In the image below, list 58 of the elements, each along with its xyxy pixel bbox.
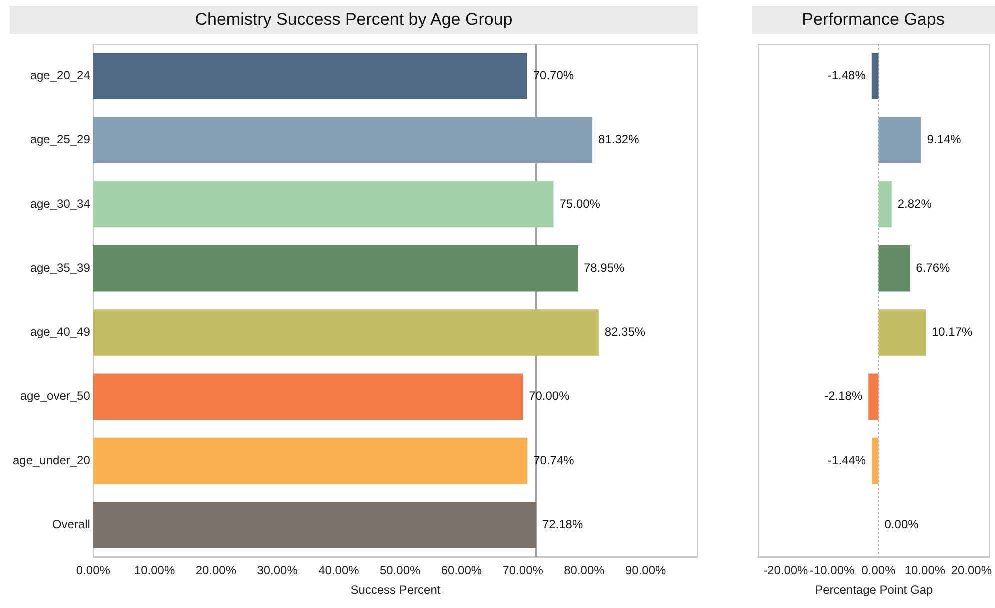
x-tick-label: -20.00% (764, 564, 809, 578)
data-label: 78.95% (584, 260, 626, 275)
data-label: -1.48% (828, 68, 866, 83)
bar (878, 181, 892, 228)
x-tick-label: 0.00% (76, 564, 111, 578)
y-tick-label: age_under_20 (12, 453, 91, 468)
x-tick-label: 10.00% (904, 564, 946, 578)
data-label: 70.00% (529, 389, 570, 404)
x-tick-label: 80.00% (564, 564, 606, 578)
y-tick-label: age_40_49 (30, 325, 91, 340)
bar (868, 374, 879, 420)
x-tick-label: 10.00% (134, 564, 176, 578)
data-label: 82.35% (604, 325, 646, 340)
data-label: -1.44% (828, 453, 866, 468)
chart-title: Chemistry Success Percent by Age Group (10, 6, 698, 34)
data-label: 75.00% (560, 196, 601, 211)
x-tick-label: 20.00% (196, 564, 237, 578)
y-tick-label: age_35_39 (30, 260, 91, 275)
x-tick-label: 70.00% (502, 564, 544, 578)
data-label: 70.74% (534, 453, 575, 468)
data-label: 2.82% (898, 196, 932, 211)
bar (878, 310, 926, 356)
bar (93, 246, 578, 292)
x-tick-label: 50.00% (380, 564, 421, 578)
bar (878, 117, 922, 164)
x-tick-label: -10.00% (810, 564, 855, 578)
y-tick-label: Overall (52, 517, 90, 532)
bar (93, 438, 528, 484)
y-tick-label: age_25_29 (30, 132, 91, 147)
bar (93, 53, 528, 100)
data-label: 10.17% (932, 325, 974, 340)
x-tick-label: 40.00% (318, 564, 360, 578)
bar (878, 246, 910, 292)
bar (872, 53, 879, 100)
x-axis-title: Percentage Point Gap (815, 583, 934, 598)
y-tick-label: age_30_34 (30, 196, 91, 211)
bar (93, 117, 593, 164)
data-label: 0.00% (884, 517, 920, 532)
y-tick-label: age_over_50 (20, 389, 91, 404)
chart-title: Performance Gaps (752, 6, 995, 34)
x-tick-label: 20.00% (951, 564, 992, 578)
bar (93, 374, 524, 420)
data-label: -2.18% (824, 389, 863, 404)
x-tick-label: 60.00% (441, 564, 482, 578)
y-tick-label: age_20_24 (30, 68, 91, 83)
data-label: 6.76% (916, 260, 951, 275)
bar (872, 438, 879, 484)
data-label: 70.70% (533, 68, 574, 83)
bar (93, 181, 554, 228)
bar (93, 310, 599, 356)
x-tick-label: 0.00% (862, 564, 896, 578)
x-axis-title: Success Percent (350, 583, 442, 598)
data-label: 9.14% (927, 132, 962, 147)
x-tick-label: 30.00% (257, 564, 298, 578)
data-label: 72.18% (542, 517, 584, 532)
data-label: 81.32% (598, 132, 640, 147)
bar (93, 502, 536, 548)
x-tick-label: 90.00% (625, 564, 667, 578)
